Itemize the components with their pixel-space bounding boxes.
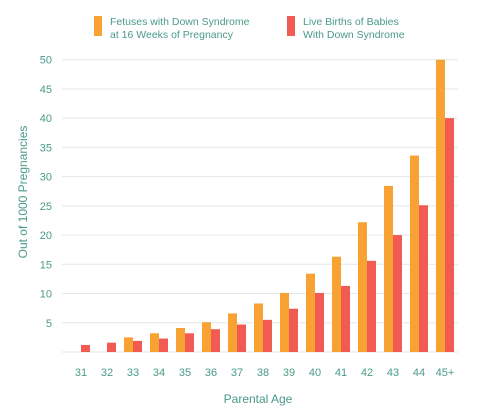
- bar-live-births-44: [419, 205, 428, 352]
- y-tick-label-50: 50: [40, 55, 52, 67]
- gridlines: [62, 59, 458, 353]
- bar-fetuses-44: [410, 155, 419, 352]
- bar-live-births-41: [341, 285, 350, 352]
- x-tick-label-40: 40: [309, 367, 321, 379]
- bar-live-births-38: [263, 319, 272, 352]
- x-tick-label-43: 43: [387, 367, 399, 379]
- y-tick-label-20: 20: [40, 230, 52, 242]
- bar-fetuses-37: [228, 313, 237, 352]
- x-tick-label-41: 41: [335, 367, 347, 379]
- y-tick-labels: 5 10 15 20 25 30 35 40 45 50: [40, 55, 52, 330]
- y-tick-label-10: 10: [40, 289, 52, 301]
- legend: Fetuses with Down Syndrome at 16 Weeks o…: [94, 16, 405, 41]
- legend-swatch-fetuses: [94, 16, 102, 36]
- x-tick-label-36: 36: [205, 367, 217, 379]
- bar-live-births-34: [159, 338, 168, 352]
- bar-live-births-40: [315, 292, 324, 352]
- bar-fetuses-39: [280, 292, 289, 352]
- bar-live-births-43: [393, 235, 402, 352]
- y-tick-label-30: 30: [40, 172, 52, 184]
- bar-live-births-45+: [445, 118, 454, 353]
- x-tick-label-34: 34: [153, 367, 165, 379]
- y-tick-label-45: 45: [40, 84, 52, 96]
- bars: [81, 59, 454, 353]
- legend-label-fetuses-line1: Fetuses with Down Syndrome: [110, 16, 250, 28]
- x-tick-label-39: 39: [283, 367, 295, 379]
- bar-fetuses-33: [124, 337, 133, 352]
- bar-live-births-42: [367, 260, 376, 352]
- bar-fetuses-36: [202, 322, 211, 352]
- bar-live-births-32: [107, 342, 116, 352]
- x-tick-label-35: 35: [179, 367, 191, 379]
- x-tick-label-32: 32: [101, 367, 113, 379]
- bar-fetuses-35: [176, 328, 185, 352]
- bar-live-births-31: [81, 344, 90, 352]
- y-tick-label-25: 25: [40, 201, 52, 213]
- x-tick-label-42: 42: [361, 367, 373, 379]
- bar-fetuses-42: [358, 222, 367, 352]
- y-tick-label-35: 35: [40, 142, 52, 154]
- legend-swatch-live-births: [287, 16, 295, 36]
- bar-fetuses-38: [254, 303, 263, 352]
- bar-live-births-35: [185, 333, 194, 352]
- legend-label-live-births-line1: Live Births of Babies: [303, 16, 399, 28]
- x-tick-label-31: 31: [75, 367, 87, 379]
- x-tick-label-45+: 45+: [436, 367, 455, 379]
- y-tick-label-15: 15: [40, 259, 52, 271]
- y-tick-label-40: 40: [40, 113, 52, 125]
- y-axis-title: Out of 1000 Pregnancies: [16, 126, 30, 259]
- bar-fetuses-40: [306, 273, 315, 352]
- x-tick-label-33: 33: [127, 367, 139, 379]
- bar-live-births-33: [133, 340, 142, 352]
- bar-fetuses-45+: [436, 59, 445, 352]
- x-tick-labels: 31 32 33 34 35 36 37 38 39 40 41 42 43 44 45+: [75, 367, 454, 379]
- bar-fetuses-43: [384, 185, 393, 352]
- legend-label-live-births-line2: With Down Syndrome: [303, 29, 405, 41]
- x-axis-title: Parental Age: [224, 392, 293, 406]
- legend-label-fetuses-line2: at 16 Weeks of Pregnancy: [110, 29, 234, 41]
- bar-live-births-37: [237, 324, 246, 352]
- bar-fetuses-34: [150, 333, 159, 352]
- x-tick-label-38: 38: [257, 367, 269, 379]
- x-tick-label-37: 37: [231, 367, 243, 379]
- bar-live-births-36: [211, 329, 220, 352]
- y-tick-label-5: 5: [46, 318, 52, 330]
- x-tick-label-44: 44: [413, 367, 425, 379]
- bar-fetuses-41: [332, 256, 341, 352]
- bar-live-births-39: [289, 308, 298, 352]
